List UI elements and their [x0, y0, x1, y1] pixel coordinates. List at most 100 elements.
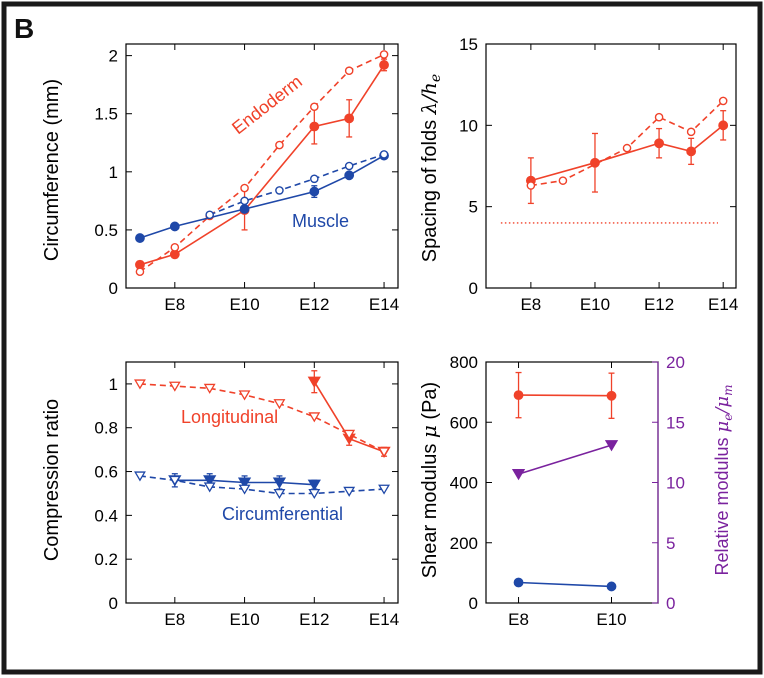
compression-series-3-point	[273, 488, 286, 500]
circumference-series-3-point	[379, 150, 389, 159]
spacing-series-1-point	[526, 181, 536, 190]
compression-series-1-point	[238, 390, 251, 401]
circumference-series-2-line	[139, 154, 385, 239]
circumference-series-1-point	[379, 50, 389, 59]
circumference-xtick-label: E14	[369, 295, 399, 314]
spacing-ytick-label: 10	[459, 116, 478, 135]
circumference-series-0-point	[344, 113, 355, 124]
compression-ytick-label: 1	[109, 375, 118, 394]
compression-ytick-label: 0.8	[94, 419, 118, 438]
circumference-series-0-line	[139, 64, 385, 266]
modulus-series-0-point	[606, 390, 617, 401]
circumference-ytick-label: 0.5	[94, 221, 118, 240]
modulus-series-0-line	[518, 394, 612, 397]
shear-modulus-ylabel: Shear modulus μ (Pa)	[417, 382, 441, 578]
compression-series-3-point	[168, 475, 181, 486]
modulus-series-2-point	[511, 469, 526, 481]
compression-ytick-label: 0.6	[94, 463, 118, 482]
compression-series-1-point	[378, 447, 390, 458]
compression-series-3-point	[343, 486, 356, 497]
modulus-series-1-point	[606, 581, 617, 592]
compression-axes-frame	[125, 361, 399, 604]
fold-spacing-chart: E8 E10 E12 E14 0 5 10 15	[459, 35, 738, 314]
modulus-axes-frame	[485, 361, 659, 604]
spacing-series-1-point	[622, 143, 632, 153]
spacing-series-1-line	[530, 100, 724, 187]
modulus-series-2-line	[518, 444, 612, 475]
circumference-series-3-point	[275, 186, 284, 195]
circumferential-annotation: Circumferential	[222, 504, 343, 524]
compression-xtick-label: E12	[299, 610, 329, 629]
spacing-series-0-point	[686, 146, 697, 157]
circumference-xtick-label: E12	[299, 295, 329, 314]
modulus-ytick-label: 400	[450, 474, 478, 493]
muscle-annotation: Muscle	[292, 211, 349, 231]
modulus-series-1-line	[518, 581, 612, 588]
circumference-series-2-point	[344, 170, 355, 181]
spacing-series-1-point	[686, 127, 696, 137]
spacing-ytick-label: 15	[459, 35, 478, 54]
circumference-series-1-point	[310, 102, 319, 112]
modulus-ytick-label: 0	[469, 594, 478, 613]
spacing-ytick-label: 5	[469, 198, 478, 217]
spacing-xtick-label: E14	[708, 295, 738, 314]
circumference-series-2-point	[169, 221, 180, 232]
compression-series-3-point	[238, 484, 251, 495]
modulus-y2tick-label: 0	[666, 594, 675, 613]
circumference-series-3-point	[310, 174, 319, 184]
spacing-ytick-label: 0	[469, 279, 478, 298]
spacing-ylabel: Spacing of folds λ/he	[417, 74, 444, 262]
compression-series-1-point	[168, 381, 181, 392]
circumference-ytick-label: 1	[109, 163, 118, 182]
circumference-series-1-point	[170, 243, 180, 252]
circumference-series-3-point	[240, 196, 249, 206]
modulus-xtick-label: E10	[596, 610, 626, 629]
spacing-xtick-label: E10	[580, 295, 610, 314]
circumference-series-3-point	[205, 210, 214, 220]
compression-series-2-point	[307, 479, 321, 491]
spacing-axes-frame	[485, 43, 737, 289]
compression-series-1-point	[273, 399, 286, 410]
longitudinal-annotation: Longitudinal	[181, 407, 278, 427]
spacing-series-0-point	[718, 120, 729, 131]
spacing-series-1-point	[654, 112, 664, 122]
compression-series-1-line	[139, 383, 385, 453]
spacing-series-1-point	[558, 176, 568, 185]
compression-series-0-point	[307, 376, 321, 388]
shear-modulus-chart: E8 E10 0 200 400 600 800 0 5 10 15 20	[450, 353, 685, 629]
circumference-series-1-point	[240, 183, 249, 193]
modulus-ytick-label: 800	[450, 353, 478, 372]
circumference-series-0-point	[309, 121, 320, 132]
compression-series-3-point	[308, 488, 321, 500]
circumference-series-3-line	[209, 153, 385, 216]
compression-series-2-point	[272, 477, 287, 489]
circumference-ylabel: Circumference (mm)	[41, 79, 63, 261]
compression-series-3-point	[134, 471, 146, 482]
modulus-ytick-label: 200	[450, 534, 478, 553]
compression-ytick-label: 0.4	[94, 506, 118, 525]
compression-series-3-point	[378, 484, 390, 495]
compression-xtick-label: E14	[369, 610, 399, 629]
panel-letter: B	[14, 13, 34, 44]
circumference-xtick-label: E8	[164, 295, 185, 314]
spacing-series-1-point	[718, 96, 728, 106]
modulus-ytick-label: 600	[450, 413, 478, 432]
circumference-axes-frame	[125, 43, 399, 289]
compression-series-1-point	[308, 412, 321, 423]
compression-series-1-point	[134, 379, 146, 390]
circumference-series-1-line	[139, 53, 385, 273]
circumference-series-1-point	[275, 140, 284, 150]
compression-ratio-chart: E8 E10 E12 E14 0 0.2 0.4 0.6 0.8 1	[94, 361, 399, 629]
compression-series-1-point	[343, 429, 356, 440]
modulus-y2tick-label: 5	[666, 534, 675, 553]
circumference-series-3-point	[344, 161, 354, 171]
relative-modulus-ylabel: Relative modulus μe/μm	[712, 384, 735, 575]
circumference-chart: E8 E10 E12 E14 0 0.5 1 1.5 2	[94, 43, 399, 314]
modulus-series-2-point	[604, 440, 619, 452]
compression-ytick-label: 0.2	[94, 550, 118, 569]
compression-series-3-point	[203, 482, 216, 493]
compression-series-3-line	[139, 475, 385, 495]
compression-xtick-label: E8	[164, 610, 185, 629]
